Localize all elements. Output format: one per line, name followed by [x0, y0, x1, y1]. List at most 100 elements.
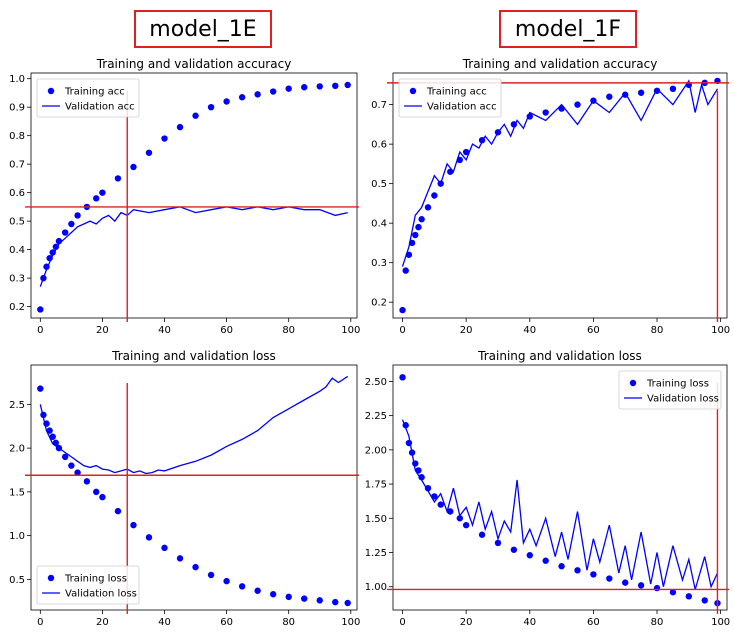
y-tick-label: 0.2 — [9, 302, 25, 313]
series-line-val_loss — [401, 419, 719, 590]
x-tick-label: 40 — [523, 325, 536, 336]
y-tick-label: 0.5 — [371, 179, 387, 190]
x-tick-label: 0 — [37, 325, 43, 336]
data-point-train_loss — [49, 433, 56, 440]
data-point-train_loss — [301, 595, 308, 602]
x-tick-label: 20 — [96, 617, 109, 628]
data-point-train_loss — [418, 474, 425, 481]
data-point-train_loss — [61, 453, 69, 461]
y-tick-label: 0.6 — [9, 188, 25, 199]
legend-label: Training acc — [64, 87, 125, 98]
y-tick-label: 0.8 — [9, 131, 25, 142]
data-point-train_acc — [269, 88, 277, 95]
data-point-train_loss — [669, 589, 677, 596]
x-tick-label: 100 — [341, 617, 360, 628]
chart-panel-2: Training and validation accuracy 0 20 40 60 8… — [371, 57, 730, 336]
x-tick-label: 80 — [282, 325, 295, 336]
legend: Training acc Validation acc — [36, 78, 140, 118]
data-point-train_acc — [68, 220, 75, 228]
chart-panel-1: Training and validation accuracy 0 20 40 60 8… — [9, 57, 360, 336]
x-tick-label: 60 — [587, 325, 600, 336]
model-label-left: model_1E — [134, 10, 272, 48]
data-point-train_loss — [622, 579, 629, 586]
data-point-train_acc — [114, 175, 122, 182]
data-point-train_loss — [223, 577, 230, 585]
data-point-train_loss — [606, 575, 613, 582]
data-point-train_loss — [637, 582, 645, 589]
data-point-train_loss — [114, 507, 122, 515]
y-tick-label: 0.5 — [9, 217, 25, 228]
legend-label: Validation loss — [65, 589, 137, 600]
data-point-train_loss — [574, 567, 581, 574]
series-line-val_loss — [39, 375, 349, 475]
x-tick-label: 0 — [37, 617, 43, 628]
data-point-train_acc — [447, 168, 454, 175]
data-point-train_loss — [176, 555, 184, 562]
data-point-train_acc — [223, 98, 230, 105]
legend-box — [398, 78, 502, 118]
x-tick-label: 0 — [399, 325, 405, 336]
legend: Training acc Validation acc — [398, 78, 502, 118]
y-tick-label: 2.50 — [365, 377, 387, 388]
y-tick-label: 1.75 — [365, 480, 387, 491]
data-point-train_acc — [316, 83, 323, 90]
legend-box — [618, 370, 722, 410]
data-point-train_acc — [99, 189, 106, 196]
legend-label: Training loss — [64, 574, 127, 585]
data-point-train_loss — [590, 571, 597, 578]
legend: Training loss Validation loss — [36, 565, 140, 605]
data-point-train_acc — [542, 109, 549, 116]
data-point-train_loss — [192, 563, 199, 571]
y-tick-label: 0.7 — [9, 160, 25, 171]
data-point-train_acc — [418, 216, 425, 223]
data-point-train_acc — [130, 163, 137, 171]
data-point-train_loss — [437, 501, 444, 508]
legend-box — [36, 78, 140, 118]
data-point-train_loss — [685, 593, 693, 600]
y-tick-label: 0.3 — [371, 258, 387, 269]
legend-label: Validation acc — [427, 102, 497, 113]
x-tick-label: 60 — [587, 617, 600, 628]
y-tick-label: 1.00 — [365, 582, 387, 593]
legend-label: Training acc — [426, 87, 487, 98]
data-point-train_acc — [254, 91, 261, 98]
data-point-train_acc — [574, 101, 581, 108]
data-point-train_loss — [494, 539, 502, 547]
data-point-train_acc — [412, 231, 419, 239]
data-point-train_loss — [316, 597, 323, 604]
data-point-train_acc — [74, 212, 81, 219]
data-point-train_acc — [161, 135, 168, 142]
data-point-train_acc — [431, 192, 438, 199]
chart-title: Training and validation loss — [111, 349, 276, 363]
data-point-train_acc — [176, 123, 184, 131]
data-point-train_acc — [238, 94, 246, 101]
plot-frame — [392, 72, 728, 319]
y-tick-label: 0.7 — [371, 100, 387, 111]
data-point-train_loss — [424, 484, 432, 492]
data-point-train_loss — [447, 508, 454, 515]
data-point-train_acc — [207, 103, 215, 111]
data-point-train_loss — [399, 374, 406, 381]
data-point-train_acc — [424, 204, 432, 211]
y-tick-label: 2.5 — [9, 400, 25, 411]
x-tick-label: 40 — [158, 325, 171, 336]
data-point-train_loss — [161, 544, 168, 552]
model-label-right: model_1F — [499, 10, 637, 48]
data-point-train_loss — [254, 587, 261, 594]
data-point-train_loss — [83, 478, 91, 485]
x-tick-label: 60 — [220, 617, 233, 628]
data-point-train_acc — [344, 81, 351, 89]
data-point-train_acc — [301, 84, 308, 91]
data-point-train_loss — [653, 584, 661, 592]
plot-frame — [30, 72, 358, 319]
y-tick-label: 0.5 — [9, 575, 25, 586]
chart-panel-3: Training and validation loss 0 20 40 60 80 100… — [9, 349, 360, 628]
data-point-train_acc — [52, 243, 60, 250]
data-point-train_loss — [456, 515, 463, 522]
legend-marker-dot — [47, 87, 55, 95]
data-point-train_loss — [46, 427, 53, 434]
data-point-train_loss — [478, 531, 486, 538]
legend: Training loss Validation loss — [618, 370, 722, 410]
legend-marker-dot — [409, 87, 417, 95]
x-tick-label: 40 — [158, 617, 171, 628]
